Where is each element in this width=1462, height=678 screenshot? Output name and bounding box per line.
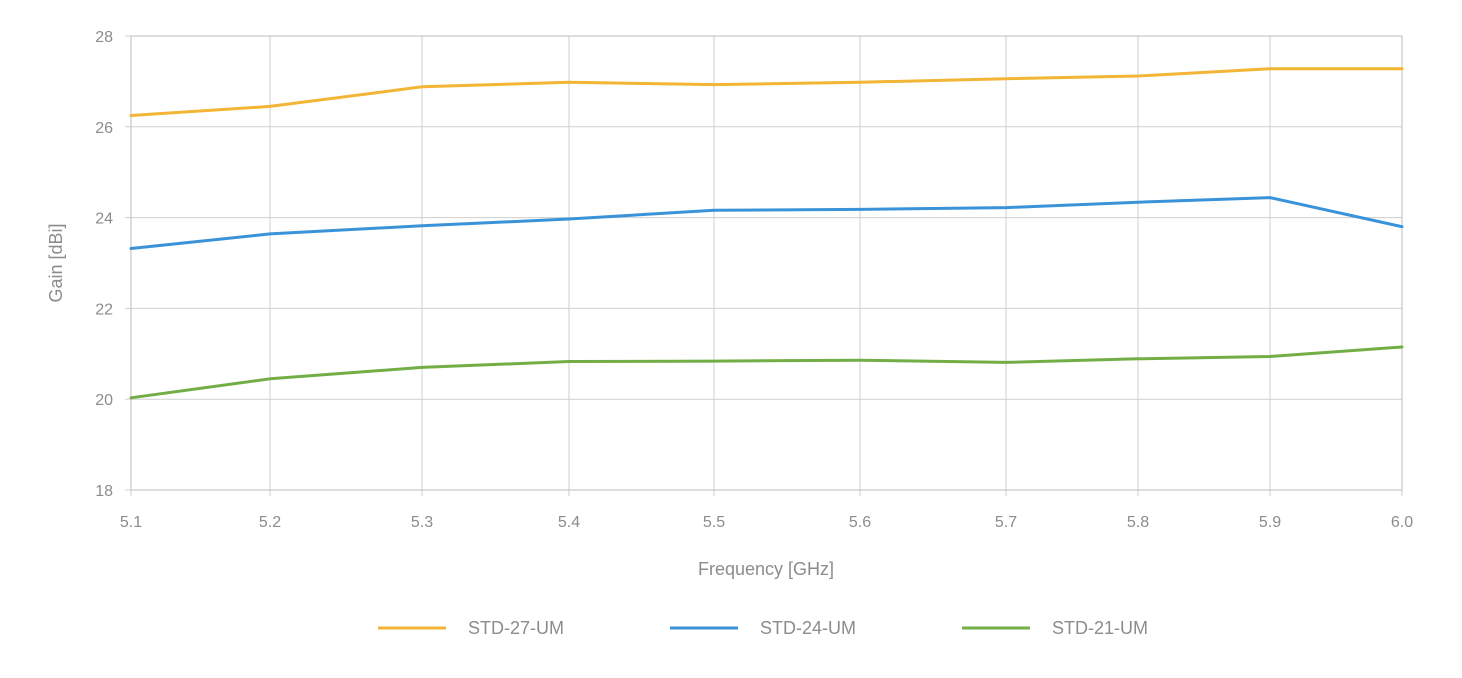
x-tick-label: 5.1 xyxy=(120,514,142,531)
y-tick-label: 20 xyxy=(95,392,113,409)
series-line-std-21-um xyxy=(129,345,1404,400)
plot-frame xyxy=(130,35,1403,491)
series-line-std-27-um xyxy=(129,67,1404,117)
y-axis-label: Gain [dBi] xyxy=(46,223,66,302)
x-tick-label: 5.7 xyxy=(995,514,1017,531)
x-tick-label: 5.6 xyxy=(849,514,871,531)
legend: STD-27-UM STD-24-UM STD-21-UM xyxy=(378,618,1148,638)
x-tick-label: 6.0 xyxy=(1391,514,1413,531)
legend-item-std-24-um: STD-24-UM xyxy=(670,618,856,638)
x-axis-ticks: 5.1 5.2 5.3 5.4 5.5 5.6 5.7 5.8 5.9 6.0 xyxy=(120,514,1413,531)
series-line-std-24-um xyxy=(129,196,1404,250)
y-axis-ticks: 18 20 22 24 26 28 xyxy=(95,29,113,500)
y-tick-label: 22 xyxy=(95,301,113,318)
y-tick-label: 28 xyxy=(95,29,113,46)
legend-label: STD-24-UM xyxy=(760,618,856,638)
x-tick-label: 5.4 xyxy=(558,514,580,531)
x-axis-label: Frequency [GHz] xyxy=(698,559,834,579)
series-lines xyxy=(129,67,1404,400)
legend-item-std-27-um: STD-27-UM xyxy=(378,618,564,638)
x-tick-label: 5.8 xyxy=(1127,514,1149,531)
y-tick-label: 18 xyxy=(95,483,113,500)
x-tick-label: 5.3 xyxy=(411,514,433,531)
legend-label: STD-21-UM xyxy=(1052,618,1148,638)
x-tick-label: 5.5 xyxy=(703,514,725,531)
legend-label: STD-27-UM xyxy=(468,618,564,638)
y-tick-label: 26 xyxy=(95,120,113,137)
x-tick-label: 5.9 xyxy=(1259,514,1281,531)
x-tick-label: 5.2 xyxy=(259,514,281,531)
y-tick-label: 24 xyxy=(95,211,113,228)
legend-item-std-21-um: STD-21-UM xyxy=(962,618,1148,638)
grid xyxy=(125,35,1403,496)
